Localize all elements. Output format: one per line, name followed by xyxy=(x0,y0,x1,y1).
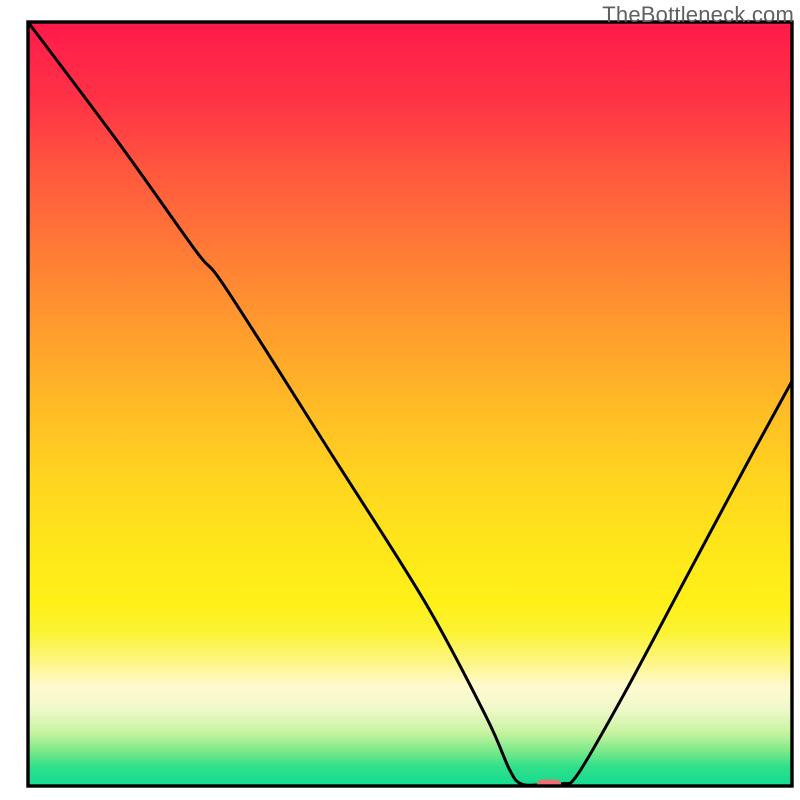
bottleneck-chart xyxy=(0,0,800,800)
watermark-text: TheBottleneck.com xyxy=(602,2,794,28)
chart-container: { "watermark": { "text": "TheBottleneck.… xyxy=(0,0,800,800)
gradient-background xyxy=(28,22,792,786)
